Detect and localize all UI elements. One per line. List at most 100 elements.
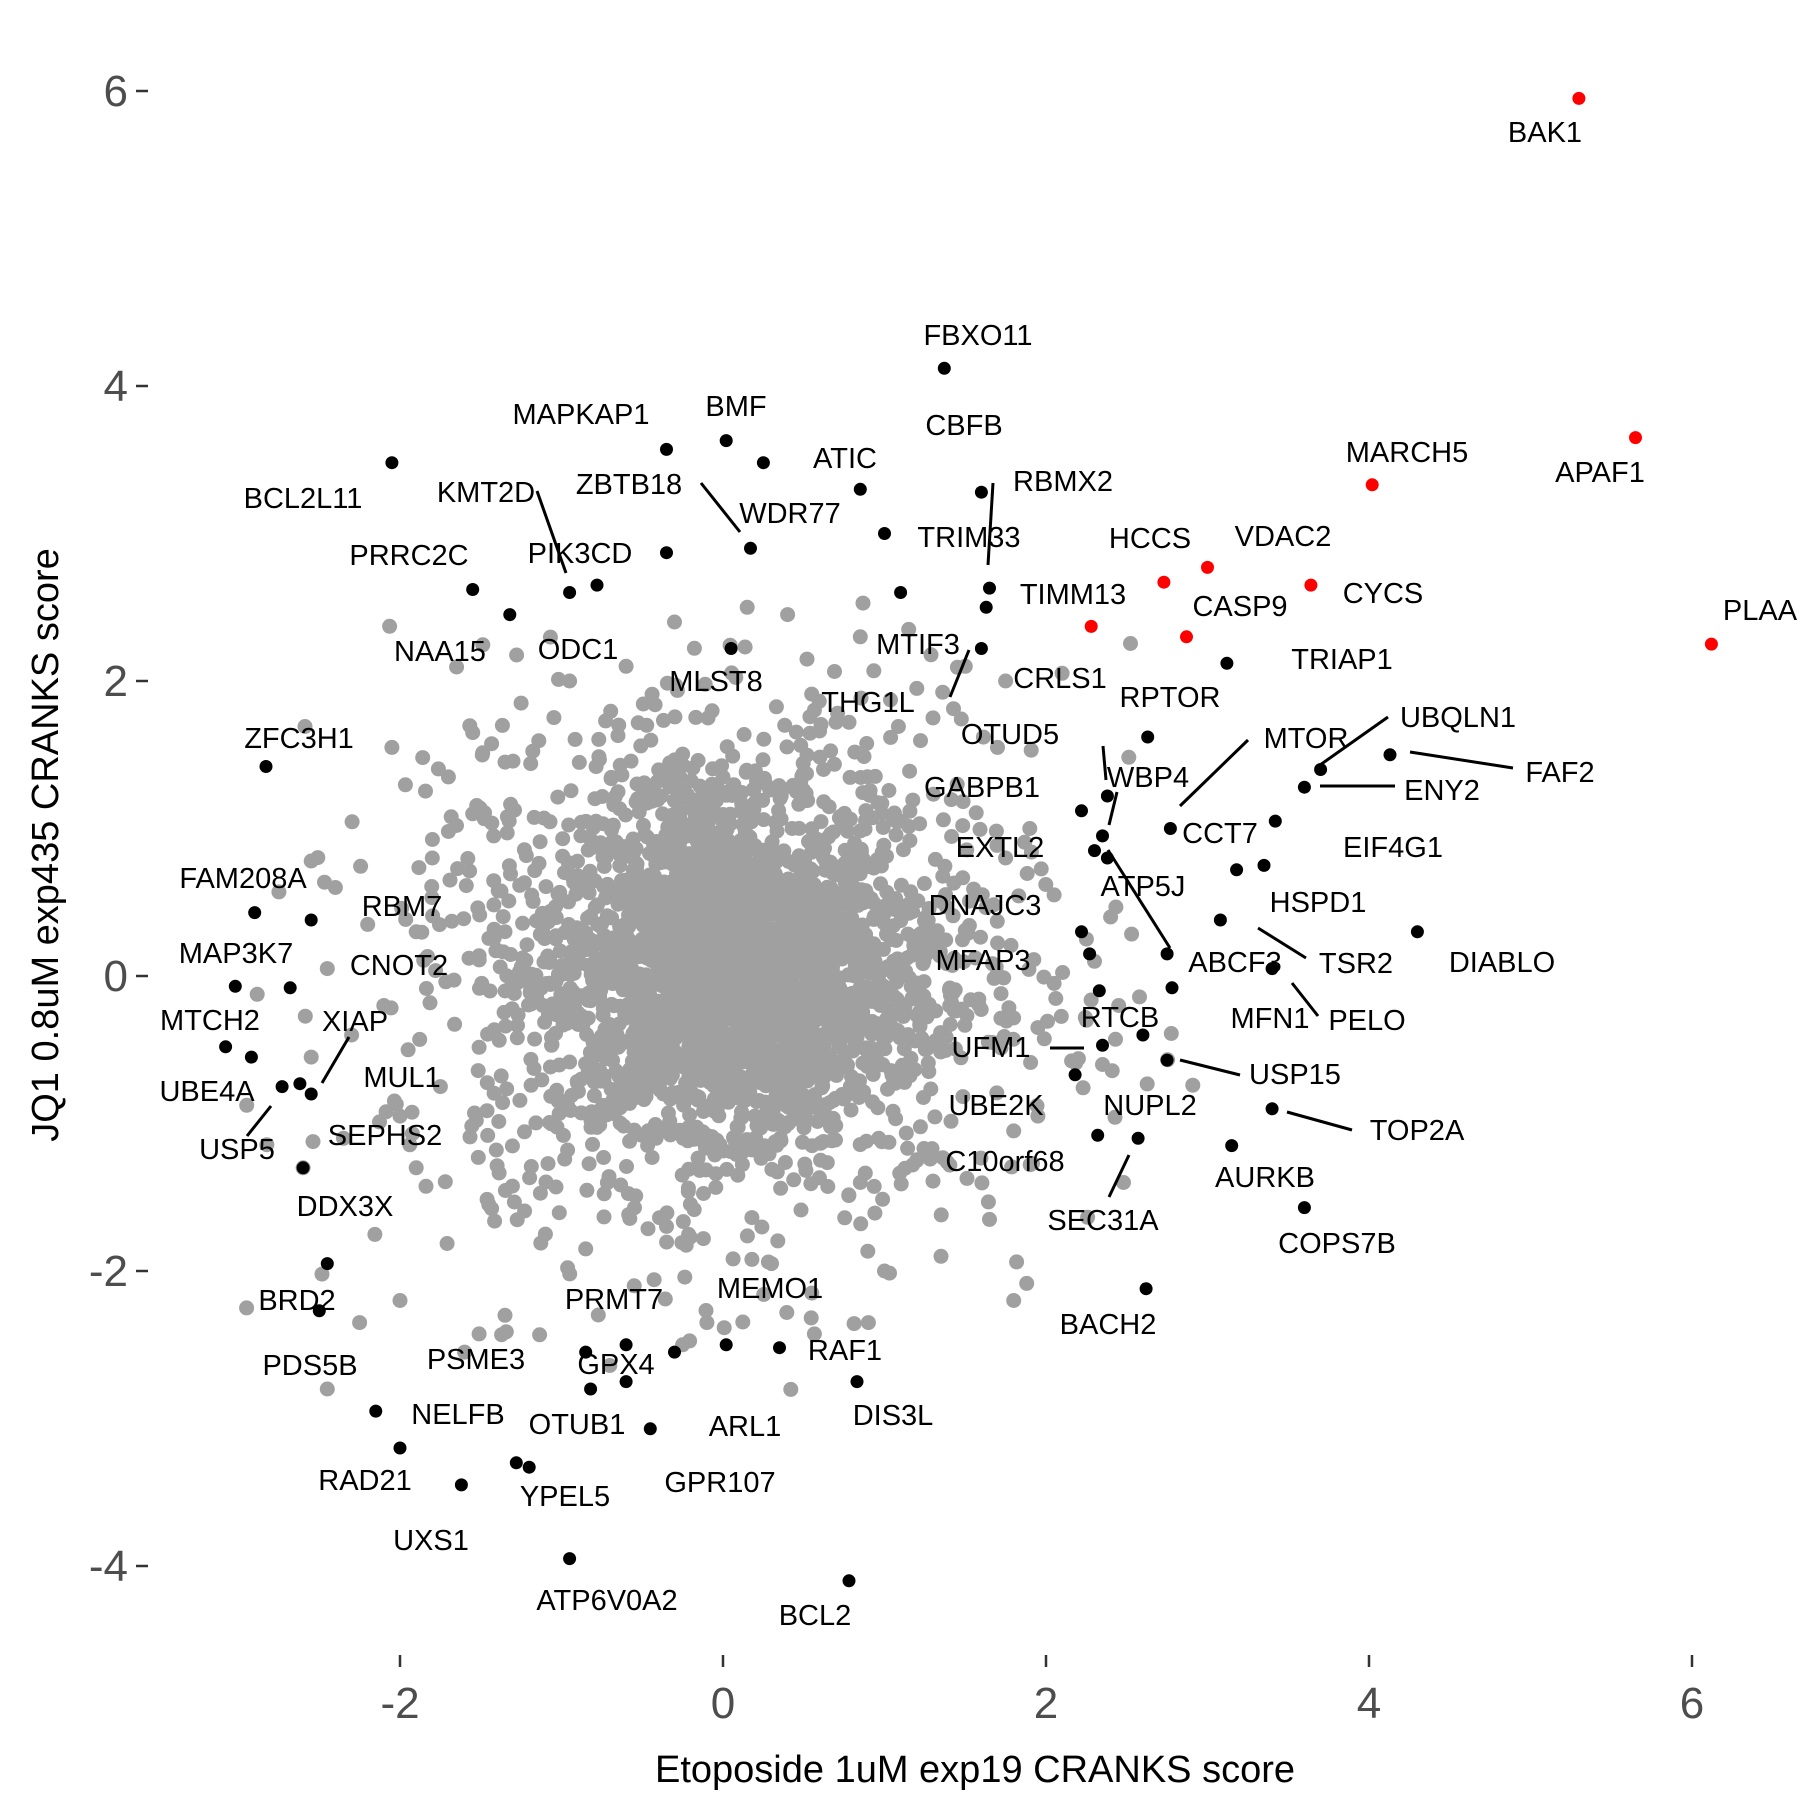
- background-point: [506, 1194, 522, 1210]
- background-point: [763, 921, 779, 937]
- background-point: [831, 810, 847, 826]
- point-label-cbfb: CBFB: [925, 410, 1002, 442]
- background-point: [756, 731, 772, 747]
- background-point: [1132, 989, 1147, 1005]
- point-bak1: [1572, 91, 1586, 105]
- background-point: [523, 756, 539, 772]
- background-point: [680, 1180, 696, 1196]
- background-point: [797, 1011, 813, 1027]
- point-label-mapkap1: MAPKAP1: [513, 399, 650, 431]
- background-point: [528, 967, 544, 983]
- background-point: [871, 1130, 887, 1146]
- point-faf2: [1383, 748, 1397, 762]
- background-point: [766, 1063, 782, 1079]
- background-point: [683, 773, 699, 789]
- point-label-mtch2: MTCH2: [160, 1005, 260, 1037]
- point-label-bach2: BACH2: [1060, 1309, 1157, 1341]
- x-tick-label: -2: [380, 1679, 419, 1728]
- background-point: [561, 917, 577, 932]
- background-point: [841, 1187, 857, 1203]
- background-point: [1001, 1000, 1017, 1016]
- x-tick-label: 2: [1034, 1679, 1058, 1728]
- point-gpr107: [643, 1422, 657, 1436]
- background-point: [432, 1079, 448, 1095]
- background-point: [573, 1071, 589, 1087]
- background-point: [551, 1057, 567, 1073]
- background-point: [586, 1074, 602, 1090]
- background-point: [755, 752, 771, 768]
- background-point: [532, 834, 548, 850]
- background-point: [561, 817, 577, 833]
- background-point: [531, 855, 547, 871]
- background-point: [376, 998, 392, 1013]
- background-point: [751, 982, 767, 998]
- background-point: [674, 1167, 690, 1183]
- background-point: [479, 1103, 495, 1119]
- background-point: [982, 1211, 997, 1227]
- background-point: [465, 725, 481, 741]
- background-point: [1036, 1031, 1052, 1047]
- background-point: [428, 963, 444, 979]
- background-point: [610, 784, 626, 800]
- background-point: [456, 911, 472, 927]
- background-point: [699, 1315, 715, 1331]
- background-point: [467, 1105, 482, 1121]
- background-point: [734, 1156, 750, 1172]
- background-point: [860, 1315, 876, 1331]
- background-point: [690, 1150, 706, 1166]
- background-point: [1022, 1157, 1038, 1173]
- background-point: [474, 747, 490, 763]
- background-point: [618, 807, 634, 823]
- background-point: [1108, 1031, 1123, 1047]
- background-point: [790, 1050, 806, 1066]
- leader-line-top2a: [1286, 1110, 1353, 1132]
- background-point: [823, 743, 839, 759]
- background-point: [735, 1039, 751, 1055]
- background-point: [687, 1019, 703, 1035]
- point-label-cops7b: COPS7B: [1278, 1228, 1396, 1260]
- background-point: [1038, 877, 1054, 892]
- background-point: [491, 1032, 507, 1048]
- point-label-march5: MARCH5: [1346, 437, 1468, 469]
- background-point: [773, 788, 789, 804]
- point-trim33: [878, 527, 891, 540]
- point-label-pelo: PELO: [1328, 1005, 1405, 1037]
- background-point: [925, 786, 941, 802]
- background-point: [702, 1048, 718, 1064]
- point-map3k7: [228, 979, 242, 993]
- point-mfn1: [1165, 981, 1179, 995]
- y-tick-label: -4: [89, 1542, 128, 1591]
- background-point: [651, 899, 667, 914]
- background-point: [492, 959, 508, 975]
- background-point: [1005, 1031, 1021, 1047]
- background-point: [867, 768, 883, 784]
- background-point: [785, 920, 801, 936]
- background-point: [622, 1133, 638, 1149]
- background-point: [954, 1001, 970, 1017]
- background-point: [529, 989, 545, 1005]
- background-point: [425, 908, 441, 924]
- point-usp5: [275, 1080, 289, 1094]
- background-point: [770, 1233, 786, 1249]
- background-point: [887, 992, 903, 1008]
- background-point: [662, 898, 678, 914]
- background-point: [721, 919, 737, 935]
- background-point: [562, 673, 578, 689]
- background-point: [669, 682, 685, 698]
- background-point: [953, 1050, 969, 1066]
- point-aurkb: [1225, 1139, 1239, 1153]
- point-label-otud5: OTUD5: [961, 719, 1059, 751]
- background-point: [577, 942, 593, 958]
- background-point: [841, 714, 857, 730]
- background-point: [959, 842, 975, 858]
- point-nelfb: [393, 1441, 407, 1455]
- background-point: [525, 743, 541, 759]
- background-point: [404, 1126, 420, 1142]
- background-point: [734, 785, 750, 800]
- point-label-mlst8: MLST8: [669, 666, 762, 698]
- background-point: [482, 983, 498, 999]
- point-bach2: [1139, 1282, 1153, 1296]
- background-point: [990, 935, 1006, 951]
- y-tick-label: 4: [104, 362, 128, 411]
- background-point: [504, 1138, 520, 1154]
